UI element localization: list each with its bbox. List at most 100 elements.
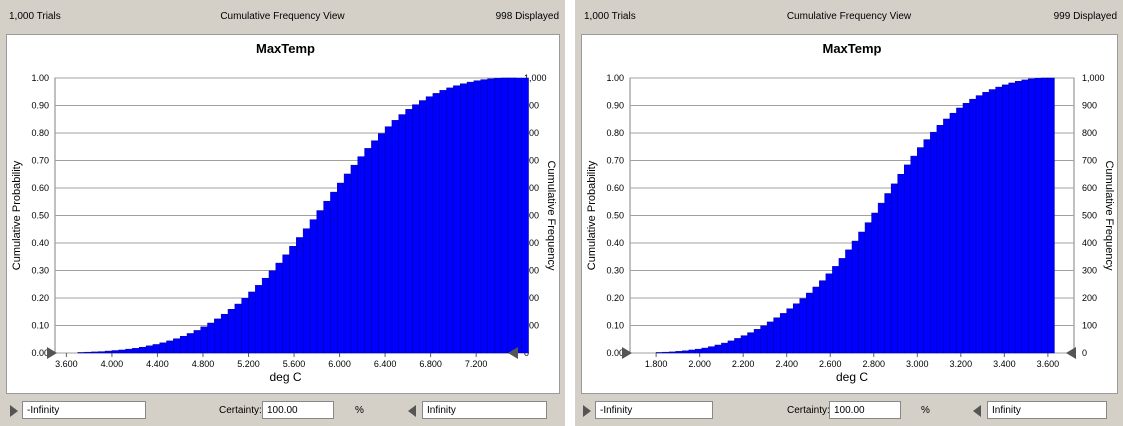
x-tick-label: 6.400 — [374, 359, 397, 369]
histogram-bar — [398, 114, 406, 354]
y-tick-label: 0.10 — [31, 321, 49, 331]
left-grabber-icon[interactable] — [10, 405, 18, 417]
trials-count: 1,000 Trials — [584, 11, 636, 22]
histogram-bar — [766, 321, 774, 354]
y-tick-label: 1.00 — [606, 73, 624, 83]
x-tick-label: 2.600 — [819, 359, 842, 369]
histogram-bar — [734, 338, 742, 354]
histogram-bar — [179, 335, 188, 354]
y2-axis-label: Cumulative Frequency — [545, 160, 557, 271]
histogram-bar — [357, 156, 365, 354]
histogram-bar — [701, 347, 709, 354]
histogram-bar — [799, 298, 807, 354]
histogram-bar — [721, 342, 729, 354]
y2-tick-label: 300 — [1082, 266, 1097, 276]
histogram-bar — [890, 183, 898, 354]
right-marker-icon — [1066, 347, 1076, 359]
y-tick-label: 0.20 — [31, 293, 49, 303]
view-name[interactable]: Cumulative Frequency View — [220, 11, 345, 22]
histogram-bar — [220, 313, 229, 354]
y2-tick-label: 500 — [1082, 211, 1097, 221]
histogram-bar — [459, 83, 468, 354]
histogram-bar — [897, 174, 905, 354]
histogram-bar — [104, 350, 113, 354]
histogram-bar — [480, 79, 488, 354]
x-tick-label: 3.200 — [950, 359, 973, 369]
cumulative-frequency-chart: MaxTemp 0.00 0.10 0.20 0.30 0.40 0.50 0.60 0.70 0… — [11, 41, 557, 384]
upper-bound-field[interactable]: Infinity — [987, 401, 1107, 419]
histogram-bar — [1014, 81, 1023, 354]
x-tick-label: 6.800 — [419, 359, 442, 369]
x-tick-label: 7.200 — [465, 359, 488, 369]
histogram-bar — [98, 351, 106, 354]
histogram-bar — [688, 349, 696, 354]
histogram-bar — [473, 80, 481, 354]
view-name[interactable]: Cumulative Frequency View — [786, 11, 912, 22]
y-tick-label: 0.00 — [31, 348, 49, 358]
trials-count: 1,000 Trials — [9, 11, 61, 22]
x-tick-label: 5.200 — [237, 359, 260, 369]
y-tick-label: 0.60 — [31, 183, 49, 193]
y-tick-label: 0.30 — [31, 266, 49, 276]
histogram-bar — [845, 249, 853, 354]
right-grabber-icon[interactable] — [973, 405, 981, 417]
histogram-bar — [453, 85, 461, 354]
y-tick-label: 0.70 — [31, 156, 49, 166]
y2-tick-label: 500 — [524, 211, 539, 221]
chart-title: MaxTemp — [823, 41, 882, 56]
panel-header: 1,000 Trials Cumulative Frequency View 9… — [0, 0, 565, 34]
histogram-bar — [132, 348, 140, 354]
y-tick-label: 0.60 — [606, 183, 624, 193]
lower-bound-field[interactable]: -Infinity — [595, 401, 713, 419]
y2-tick-label: 700 — [524, 156, 539, 166]
y2-tick-label: 100 — [524, 321, 539, 331]
y2-tick-label: 200 — [524, 293, 539, 303]
x-tick-label: 2.200 — [732, 359, 755, 369]
x-tick-label: 6.000 — [328, 359, 351, 369]
certainty-bar: -Infinity Certainty: 100.00 % Infinity — [575, 396, 1123, 426]
histogram-bar — [819, 280, 827, 354]
y2-tick-label: 200 — [1082, 293, 1097, 303]
histogram-bar — [487, 78, 495, 354]
y-tick-label: 0.20 — [606, 293, 624, 303]
histogram-bar — [343, 173, 352, 354]
right-marker-icon — [508, 347, 518, 359]
y-tick-label: 0.80 — [31, 128, 49, 138]
left-grabber-icon[interactable] — [583, 405, 591, 417]
chart-panel-left: 1,000 Trials Cumulative Frequency View 9… — [0, 0, 565, 426]
histogram-bar — [1008, 82, 1016, 354]
histogram-bar — [405, 109, 413, 354]
certainty-label: Certainty: — [787, 405, 830, 416]
y2-tick-label: 400 — [1082, 238, 1097, 248]
histogram-bar — [255, 285, 263, 354]
histogram-bar — [760, 325, 768, 354]
y-tick-label: 0.40 — [31, 238, 49, 248]
x-tick-label: 2.800 — [862, 359, 885, 369]
upper-bound-field[interactable]: Infinity — [422, 401, 547, 419]
certainty-field[interactable]: 100.00 — [262, 401, 334, 419]
x-tick-label: 2.400 — [775, 359, 798, 369]
histogram-bar — [910, 155, 918, 354]
histogram-bar — [1021, 79, 1029, 354]
y-tick-label: 1.00 — [31, 73, 49, 83]
histogram-bar — [714, 344, 722, 354]
histogram-bar — [282, 254, 290, 354]
y2-tick-label: 900 — [1082, 101, 1097, 111]
histogram-bar — [936, 125, 944, 354]
histogram-bar — [296, 237, 304, 354]
y-tick-label: 0.50 — [606, 211, 624, 221]
histogram-bar — [138, 346, 147, 354]
right-grabber-icon[interactable] — [408, 405, 416, 417]
histogram-bar — [227, 309, 236, 354]
histogram-bar — [323, 200, 331, 354]
histogram-bar — [903, 164, 912, 354]
histogram-bar — [832, 266, 840, 354]
x-tick-label: 3.600 — [55, 359, 78, 369]
histogram-bar — [521, 77, 529, 354]
certainty-field[interactable]: 100.00 — [829, 401, 901, 419]
lower-bound-field[interactable]: -Infinity — [22, 401, 146, 419]
histogram-bar — [241, 298, 249, 354]
percent-label: % — [355, 405, 364, 416]
histogram-bar — [378, 133, 386, 354]
y2-tick-label: 700 — [1082, 156, 1097, 166]
